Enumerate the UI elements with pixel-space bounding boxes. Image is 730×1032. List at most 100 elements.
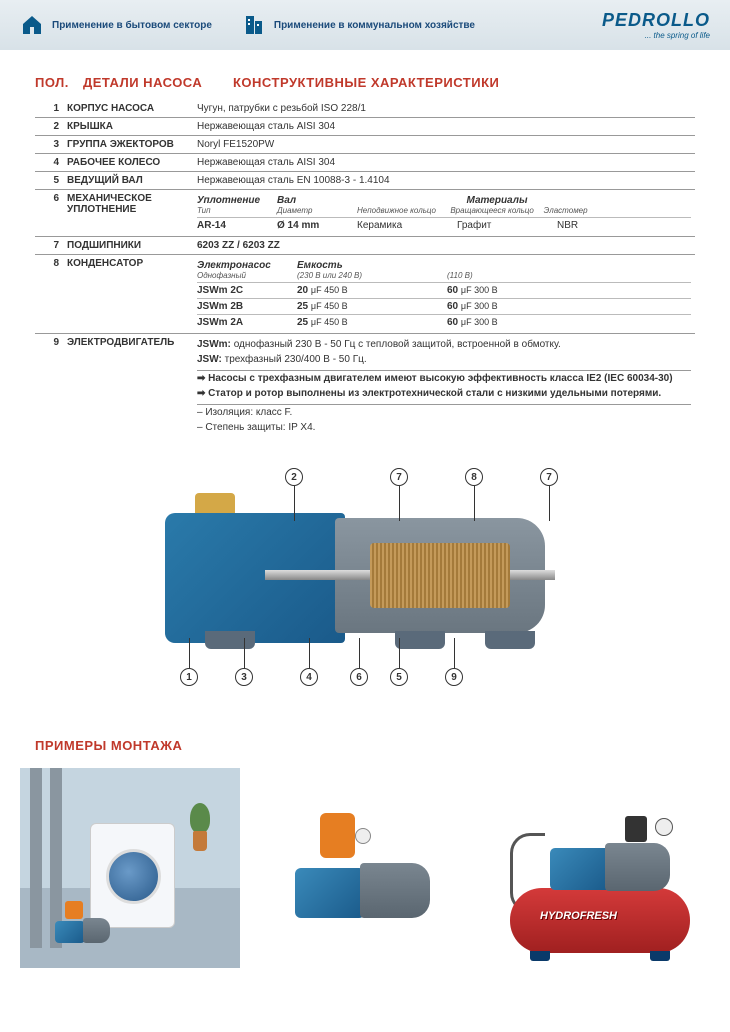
brand-logo: PEDROLLO ... the spring of life bbox=[602, 10, 710, 40]
table-row-seal: 6 МЕХАНИЧЕСКОЕ УПЛОТНЕНИЕ УплотнениеТип … bbox=[35, 190, 695, 237]
cap-unit: μF 300 В bbox=[461, 301, 498, 311]
hydrofresh-unit-icon: HYDROFRESH bbox=[500, 818, 700, 958]
row-num: 3 bbox=[35, 136, 63, 154]
row-desc: Нержавеющая сталь AISI 304 bbox=[193, 118, 695, 136]
table-row: 7ПОДШИПНИКИ6203 ZZ / 6203 ZZ bbox=[35, 237, 695, 255]
seal-h2: Вал bbox=[277, 195, 357, 206]
seal-v5: NBR bbox=[557, 218, 637, 233]
install-example-3: HYDROFRESH bbox=[490, 768, 710, 968]
row-name: РАБОЧЕЕ КОЛЕСО bbox=[63, 154, 193, 172]
install-example-2 bbox=[255, 768, 475, 968]
table-row: 5ВЕДУЩИЙ ВАЛНержавеющая сталь EN 10088-3… bbox=[35, 172, 695, 190]
cap-unit: μF 300 В bbox=[461, 285, 498, 295]
col-constr-title: КОНСТРУКТИВНЫЕ ХАРАКТЕРИСТИКИ bbox=[233, 75, 499, 90]
callout-badge: 2 bbox=[285, 468, 303, 486]
pump-with-controller-icon bbox=[295, 848, 435, 928]
cap-val: 20 bbox=[297, 285, 308, 296]
seal-h1: Уплотнение bbox=[197, 195, 277, 206]
seal-block: УплотнениеТип ВалДиаметр Материалы Непод… bbox=[193, 190, 695, 237]
row-num: 6 bbox=[35, 190, 63, 237]
spec-table: 1КОРПУС НАСОСАЧугун, патрубки с резьбой … bbox=[35, 100, 695, 438]
callout-badge: 9 bbox=[445, 668, 463, 686]
row-num: 1 bbox=[35, 100, 63, 118]
tank-label: HYDROFRESH bbox=[540, 910, 617, 922]
cap-val: 60 bbox=[447, 285, 458, 296]
motor-l1a: JSWm: bbox=[197, 339, 231, 350]
seal-h1s: Тип bbox=[197, 206, 277, 215]
seal-h3b: Вращающееся кольцо bbox=[450, 206, 543, 215]
motor-n2: – Степень защиты: IP X4. bbox=[197, 420, 691, 435]
cap-h2: Емкость bbox=[297, 260, 447, 271]
washer-door-icon bbox=[106, 849, 161, 904]
callout-line bbox=[359, 638, 360, 668]
pipe-icon bbox=[30, 768, 42, 948]
app-domestic-label: Применение в бытовом секторе bbox=[52, 20, 212, 31]
row-desc: Чугун, патрубки с резьбой ISO 228/1 bbox=[193, 100, 695, 118]
row-num: 5 bbox=[35, 172, 63, 190]
table-row-motor: 9 ЭЛЕКТРОДВИГАТЕЛЬ JSWm: однофазный 230 … bbox=[35, 334, 695, 439]
table-row-capacitor: 8 КОНДЕНСАТОР ЭлектронасосОднофазный Емк… bbox=[35, 255, 695, 334]
cap-val: 60 bbox=[447, 317, 458, 328]
row-name: ВЕДУЩИЙ ВАЛ bbox=[63, 172, 193, 190]
row-name: КОНДЕНСАТОР bbox=[63, 255, 193, 334]
callout-line bbox=[399, 638, 400, 668]
cap-unit: μF 450 В bbox=[311, 285, 348, 295]
callout-line bbox=[549, 486, 550, 521]
cap-model: JSWm 2C bbox=[197, 283, 297, 298]
cap-h1s: Однофазный bbox=[197, 271, 297, 280]
cap-unit: μF 450 В bbox=[311, 317, 348, 327]
table-row: 4РАБОЧЕЕ КОЛЕСОНержавеющая сталь AISI 30… bbox=[35, 154, 695, 172]
row-name: ЭЛЕКТРОДВИГАТЕЛЬ bbox=[63, 334, 193, 439]
install-example-1 bbox=[20, 768, 240, 968]
row-name: КРЫШКА bbox=[63, 118, 193, 136]
col-pos-title: ПОЛ. bbox=[35, 75, 63, 90]
foot-shape bbox=[205, 631, 255, 649]
table-header-row: ПОЛ. ДЕТАЛИ НАСОСА КОНСТРУКТИВНЫЕ ХАРАКТ… bbox=[35, 75, 695, 96]
foot-shape bbox=[395, 631, 445, 649]
row-name: ГРУППА ЭЖЕКТОРОВ bbox=[63, 136, 193, 154]
callout-line bbox=[309, 638, 310, 668]
table-row: 2КРЫШКАНержавеющая сталь AISI 304 bbox=[35, 118, 695, 136]
row-desc: Нержавеющая сталь EN 10088-3 - 1.4104 bbox=[193, 172, 695, 190]
cap-unit: μF 300 В bbox=[461, 317, 498, 327]
callout-badge: 7 bbox=[540, 468, 558, 486]
controller-icon bbox=[65, 901, 83, 919]
row-num: 4 bbox=[35, 154, 63, 172]
cap-model: JSWm 2B bbox=[197, 299, 297, 314]
building-icon bbox=[242, 13, 266, 37]
row-num: 2 bbox=[35, 118, 63, 136]
cap-h1: Электронасос bbox=[197, 260, 297, 271]
header-bar: Применение в бытовом секторе Применение … bbox=[0, 0, 730, 50]
cap-unit: μF 450 В bbox=[311, 301, 348, 311]
header-apps: Применение в бытовом секторе Применение … bbox=[20, 13, 475, 37]
pressure-switch-icon bbox=[625, 816, 647, 842]
seal-h3a: Неподвижное кольцо bbox=[357, 206, 450, 215]
seal-h3: Материалы bbox=[357, 195, 637, 206]
callout-line bbox=[244, 638, 245, 668]
row-name: КОРПУС НАСОСА bbox=[63, 100, 193, 118]
house-icon bbox=[20, 13, 44, 37]
col-parts-title: ДЕТАЛИ НАСОСА bbox=[83, 75, 213, 90]
install-examples: HYDROFRESH bbox=[0, 768, 730, 988]
cap-model: JSWm 2A bbox=[197, 315, 297, 330]
brand-tagline: ... the spring of life bbox=[645, 31, 710, 40]
foot-shape bbox=[485, 631, 535, 649]
seal-h3c: Эластомер bbox=[544, 206, 637, 215]
callout-badge: 8 bbox=[465, 468, 483, 486]
motor-l2a: JSW: bbox=[197, 354, 222, 365]
callout-badge: 6 bbox=[350, 668, 368, 686]
row-name: МЕХАНИЧЕСКОЕ УПЛОТНЕНИЕ bbox=[63, 190, 193, 237]
callout-badge: 1 bbox=[180, 668, 198, 686]
seal-h2s: Диаметр bbox=[277, 206, 357, 215]
seal-v3: Керамика bbox=[357, 218, 457, 233]
seal-v4: Графит bbox=[457, 218, 557, 233]
plant-icon bbox=[185, 803, 215, 853]
seal-v1: AR-14 bbox=[197, 218, 277, 233]
row-num: 8 bbox=[35, 255, 63, 334]
callout-line bbox=[294, 486, 295, 521]
gauge-icon bbox=[655, 818, 673, 836]
cap-h2s2: (110 В) bbox=[447, 271, 597, 280]
main-content: ПОЛ. ДЕТАЛИ НАСОСА КОНСТРУКТИВНЫЕ ХАРАКТ… bbox=[0, 50, 730, 708]
pump-small-icon bbox=[55, 913, 110, 948]
gauge-icon bbox=[355, 828, 371, 844]
